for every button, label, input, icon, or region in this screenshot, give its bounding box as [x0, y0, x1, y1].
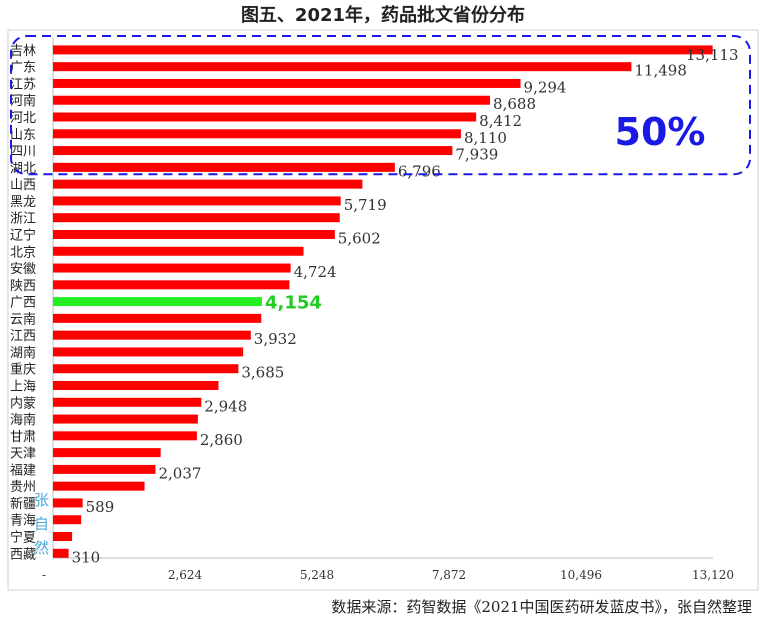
- bar: [53, 62, 632, 72]
- data-label-highlight: 4,154: [265, 293, 322, 314]
- category-label: 安徽: [10, 262, 36, 277]
- x-tick-label: 10,496: [560, 568, 602, 582]
- category-label: 上海: [10, 379, 36, 394]
- category-label: 黑龙: [10, 195, 36, 210]
- bar: [53, 364, 239, 374]
- category-label: 北京: [10, 245, 36, 260]
- bar: [53, 213, 340, 223]
- bar: [53, 431, 197, 441]
- group-box-percent: 50%: [615, 110, 706, 154]
- bar: [53, 196, 341, 206]
- data-label: 8,688: [493, 95, 536, 113]
- bar: [53, 464, 156, 474]
- bar: [53, 179, 363, 189]
- bar: [53, 229, 335, 239]
- x-tick-label: 13,120: [692, 568, 734, 582]
- category-label: 山东: [10, 128, 36, 143]
- bar: [53, 498, 83, 508]
- category-label: 湖北: [10, 161, 36, 176]
- data-label: 4,724: [294, 263, 337, 281]
- category-label: 江西: [10, 329, 36, 344]
- bar: [53, 481, 145, 491]
- category-label: 广东: [10, 61, 36, 76]
- category-label: 贵州: [10, 480, 36, 495]
- category-label: 天津: [10, 447, 36, 462]
- source-note: 数据来源：药智数据《2021中国医药研发蓝皮书》，张自然整理: [331, 598, 752, 616]
- watermark-char: 然: [34, 539, 49, 557]
- category-label: 内蒙: [10, 395, 36, 411]
- bar: [53, 162, 395, 172]
- data-label: 13,113: [686, 46, 739, 64]
- bar: [53, 45, 713, 55]
- data-label: 3,932: [254, 330, 297, 348]
- x-tick-label: 2,624: [168, 568, 203, 582]
- category-label: 湖南: [10, 345, 36, 361]
- bar: [53, 414, 198, 424]
- group-box: [10, 35, 751, 176]
- bar: [53, 347, 244, 357]
- category-label: 陕西: [10, 279, 36, 294]
- bar-highlight: [53, 297, 262, 307]
- data-label: 5,602: [338, 229, 381, 247]
- bar: [53, 246, 304, 256]
- category-label: 海南: [10, 412, 36, 428]
- watermark-char: 自: [34, 515, 49, 533]
- data-label: 11,498: [634, 62, 687, 80]
- category-label: 河南: [10, 93, 36, 109]
- chart-title: 图五、2021年，药品批文省份分布: [241, 4, 525, 26]
- plot-area: - 2,624 5,248 7,872 10,496 13,120 吉林 13,113 广东 11…: [10, 35, 751, 582]
- x-tick-label: 7,872: [432, 568, 466, 582]
- bar: [53, 263, 291, 273]
- bar: [53, 280, 290, 290]
- category-label: 重庆: [10, 362, 36, 378]
- data-label: 2,948: [204, 397, 247, 415]
- data-label: 2,860: [200, 431, 243, 449]
- category-label: 宁夏: [10, 530, 36, 546]
- watermark-char: 张: [34, 491, 49, 509]
- category-label: 江苏: [10, 76, 36, 92]
- chart-border: [7, 29, 759, 591]
- bar: [53, 112, 477, 122]
- category-label: 福建: [10, 463, 36, 478]
- data-label: 8,110: [464, 129, 507, 147]
- category-label: 浙江: [10, 212, 36, 227]
- bar: [53, 380, 219, 390]
- data-label: 589: [86, 498, 115, 516]
- data-label: 5,719: [344, 196, 387, 214]
- data-label: 3,685: [241, 364, 284, 382]
- bar: [53, 78, 521, 88]
- bar: [53, 95, 491, 105]
- bar: [53, 532, 73, 542]
- category-label: 广西: [10, 296, 36, 311]
- category-label: 吉林: [10, 44, 36, 59]
- category-label: 云南: [10, 311, 36, 327]
- bar: [53, 129, 461, 139]
- category-label: 甘肃: [10, 430, 36, 445]
- x-tick-label: 5,248: [300, 568, 334, 582]
- bar: [53, 515, 82, 525]
- bar: [53, 313, 262, 323]
- data-label: 2,037: [158, 464, 201, 482]
- category-label: 新疆: [10, 496, 36, 512]
- category-label: 山西: [10, 178, 36, 193]
- data-label: 8,412: [479, 112, 522, 130]
- bar: [53, 397, 202, 407]
- bar: [53, 330, 251, 340]
- category-label: 西藏: [10, 547, 36, 562]
- x-tick-label: -: [42, 568, 46, 582]
- bar: [53, 548, 69, 558]
- category-label: 辽宁: [10, 227, 36, 243]
- data-label: 6,796: [398, 162, 441, 180]
- data-label: 9,294: [524, 78, 567, 96]
- data-label: 7,939: [455, 146, 498, 164]
- category-label: 青海: [10, 514, 36, 529]
- bar: [53, 146, 453, 156]
- category-label: 四川: [10, 145, 36, 160]
- data-label: 310: [72, 548, 101, 566]
- category-label: 河北: [10, 111, 36, 126]
- bar: [53, 448, 161, 458]
